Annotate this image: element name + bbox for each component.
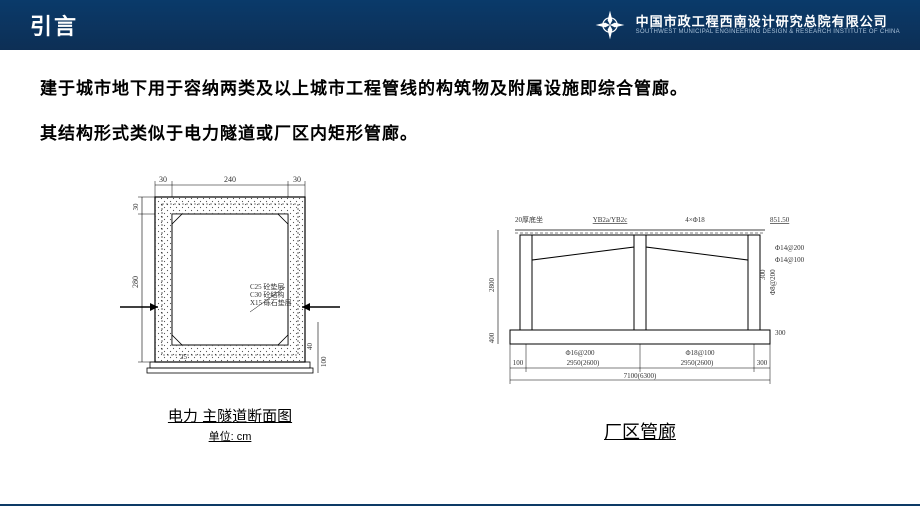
diagram-factory-gallery: 100 2950(2600) 2950(2600) 300 7100(6300)… — [460, 200, 820, 444]
label-rebar-top: Φ14@200 — [775, 244, 805, 252]
diagram-row: 240 30 30 280 30 100 40 25 C25 砼垫层 C30 — [40, 167, 880, 444]
tunnel-unit: 单位: cm — [209, 428, 252, 444]
footer-rule — [0, 504, 920, 506]
dim-span-l: 2950(2600) — [567, 359, 600, 367]
dim-overall: 7100(6300) — [624, 372, 657, 380]
tunnel-section-svg: 240 30 30 280 30 100 40 25 C25 砼垫层 C30 — [100, 167, 360, 397]
label-x15: X15 砾石垫层 — [250, 298, 292, 307]
label-rebar-base: Φ8@200 — [769, 269, 777, 295]
dim-100l: 100 — [513, 359, 524, 367]
label-top-bars: 4×Φ18 — [685, 216, 705, 224]
dim-height-280: 280 — [131, 276, 140, 288]
slide-title: 引言 — [30, 9, 78, 41]
brand-name-en: SOUTHWEST MUNICIPAL ENGINEERING DESIGN &… — [636, 29, 900, 36]
paragraph-2: 其结构形式类似于电力隧道或厂区内矩形管廊。 — [40, 120, 880, 147]
dim-top-240: 240 — [224, 175, 236, 184]
diagram-tunnel-section: 240 30 30 280 30 100 40 25 C25 砼垫层 C30 — [100, 167, 360, 444]
brand-block: 中国市政工程西南设计研究总院有限公司 SOUTHWEST MUNICIPAL E… — [594, 9, 900, 41]
brand-name-cn: 中国市政工程西南设计研究总院有限公司 — [636, 15, 888, 29]
compass-logo-icon — [594, 9, 626, 41]
factory-caption: 厂区管廊 — [604, 418, 676, 444]
label-phi16: Φ16@200 — [565, 349, 595, 357]
label-c30: C30 砼结构 — [250, 290, 284, 299]
label-elev: 851.50 — [770, 216, 790, 224]
label-c25: C25 砼垫层 — [250, 282, 284, 291]
slide-header: 引言 中国市政工程西南设计研究总院有限公司 SOUTHWEST MUNICIPA… — [0, 0, 920, 50]
label-slab-note: 20厚底坐 — [515, 215, 543, 224]
dim-span-r: 2950(2600) — [681, 359, 714, 367]
dim-300r: 300 — [757, 359, 768, 367]
label-rebar-alt: Φ14@100 — [775, 256, 805, 264]
dim-top-30l: 30 — [159, 175, 167, 184]
dim-400: 400 — [488, 333, 496, 344]
factory-gallery-svg: 100 2950(2600) 2950(2600) 300 7100(6300)… — [460, 200, 820, 410]
label-col300: 300 — [759, 269, 767, 280]
dim-40: 40 — [306, 343, 314, 351]
dim-2800: 2800 — [488, 278, 496, 293]
dim-top-30r: 30 — [293, 175, 301, 184]
label-beam-mark: YB2a/YB2c — [593, 216, 628, 224]
slide-content: 建于城市地下用于容纳两类及以上城市工程管线的构筑物及附属设施即综合管廊。 其结构… — [0, 50, 920, 454]
label-300-side: 300 — [775, 329, 786, 337]
tunnel-caption: 电力 主隧道断面图 — [168, 405, 292, 426]
paragraph-1: 建于城市地下用于容纳两类及以上城市工程管线的构筑物及附属设施即综合管廊。 — [40, 75, 880, 102]
dim-haunch-25: 25 — [180, 353, 188, 361]
dim-100: 100 — [320, 356, 328, 367]
dim-side-30: 30 — [132, 203, 140, 211]
label-phi18: Φ18@100 — [685, 349, 715, 357]
